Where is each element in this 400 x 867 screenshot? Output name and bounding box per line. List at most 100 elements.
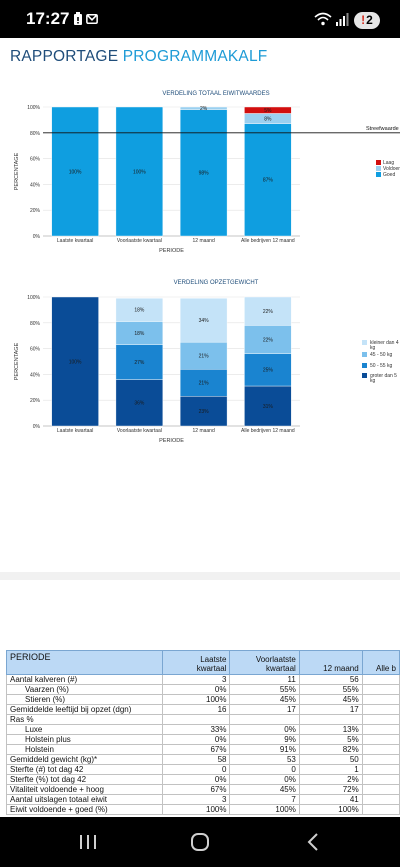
bar-segment [179, 106, 228, 110]
legend-label: Goed [383, 172, 395, 178]
table-header-cell: Alle b [361, 650, 400, 675]
bar-data-label: 100% [133, 169, 146, 175]
table-cell [229, 714, 300, 725]
bar-data-label: 100% [69, 169, 82, 175]
bar-data-label: 8% [264, 116, 272, 122]
table-row: Aantal uitslagen totaal eiwit 3 7 41 [6, 794, 400, 805]
table-cell: 1 [298, 764, 363, 775]
legend-swatch [362, 340, 367, 345]
bar-data-label: 87% [263, 178, 274, 184]
bar-segment [115, 344, 164, 380]
legend-swatch [362, 363, 367, 368]
table-cell: 7 [229, 794, 300, 805]
chart-title: VERDELING OPZETGEWICHT [174, 280, 259, 286]
y-tick-label: 20% [30, 398, 41, 404]
table-cell: 13% [298, 724, 363, 735]
legend-label: Voldoen [383, 166, 400, 172]
bar-segment [51, 106, 99, 237]
table-cell: 41 [298, 794, 363, 805]
legend-label: kg [370, 378, 376, 384]
legend-label: 45 - 50 kg [370, 352, 392, 358]
table-row: Sterfte (#) tot dag 42 0 0 1 [6, 764, 400, 775]
reference-line-label: Streefwaarde [366, 126, 399, 132]
bar-data-label: 5% [264, 108, 272, 114]
x-tick-label: 12 maand [193, 428, 215, 434]
y-tick-label: 20% [30, 208, 41, 214]
bar-segment [179, 109, 228, 237]
notification-badge[interactable]: !2 [354, 12, 380, 29]
row-label: Holstein [6, 744, 163, 755]
table-row: Gemiddelde leeftijd bij opzet (dgn) 16 17 1… [6, 704, 400, 715]
bar-data-label: 34% [199, 318, 210, 324]
table-cell: 0% [161, 774, 231, 785]
table-row: Holstein plus 0% 9% 5% [6, 734, 400, 745]
bar-data-label: 27% [134, 360, 145, 366]
table-cell [361, 744, 400, 755]
y-tick-label: 60% [30, 347, 41, 353]
bar-data-label: 22% [263, 337, 274, 343]
bar-segment [244, 325, 292, 354]
table-row: Vaarzen (%) 0% 55% 55% [6, 684, 400, 695]
bar-segment [244, 106, 292, 114]
page-break [0, 572, 400, 580]
row-label: Stieren (%) [6, 694, 163, 705]
table-cell: 67% [161, 784, 231, 795]
x-tick-label: Voorlaatste kwartaal [117, 428, 162, 434]
bar-segment [244, 123, 292, 237]
table-cell [361, 714, 400, 725]
clock: 17:27 [26, 9, 70, 28]
recent-apps-icon[interactable] [73, 829, 103, 855]
row-label: Sterfte (%) tot dag 42 [6, 774, 163, 785]
table-row: Ras % [6, 714, 400, 725]
table-cell: 45% [229, 784, 300, 795]
x-tick-label: Voorlaatste kwartaal [117, 238, 162, 244]
y-tick-label: 0% [33, 234, 41, 240]
table-cell [361, 724, 400, 735]
page-title-part2: PROGRAMMAKALF [122, 48, 268, 65]
bar-data-label: 36% [134, 401, 145, 407]
y-tick-label: 60% [30, 157, 41, 163]
table-row: Eiwit voldoende + goed (%) 100% 100% 100% [6, 804, 400, 815]
table-header-cell: 12 maand [298, 650, 363, 675]
table-cell: 100% [161, 804, 231, 815]
x-axis-label: PERIODE [159, 248, 184, 254]
bar-data-label: 18% [134, 331, 145, 337]
mail-icon [86, 13, 98, 25]
table-header-row: PERIODE Laatste kwartaal Voorlaatste kwartaa… [6, 650, 400, 675]
y-tick-label: 40% [30, 182, 41, 188]
bar-data-label: 23% [199, 409, 210, 415]
table-cell: 3 [161, 674, 231, 685]
legend-swatch [362, 373, 367, 378]
y-tick-label: 0% [33, 424, 41, 430]
row-label: Gemiddeld gewicht (kg)* [6, 754, 163, 765]
y-axis-label: PERCENTAGE [14, 342, 20, 380]
home-icon[interactable] [185, 829, 215, 855]
bar-segment [115, 106, 164, 237]
navigation-bar [0, 817, 400, 867]
table-cell: 67% [161, 744, 231, 755]
bar-data-label: 21% [199, 353, 210, 359]
table-cell [361, 764, 400, 775]
back-icon[interactable] [298, 829, 328, 855]
x-tick-label: 12 maand [193, 238, 215, 244]
row-label: Luxe [6, 724, 163, 735]
table-cell: 3 [161, 794, 231, 805]
y-tick-label: 40% [30, 372, 41, 378]
table-cell [361, 774, 400, 785]
bar-segment [51, 296, 99, 427]
table-row: Gemiddeld gewicht (kg)* 58 53 50 [6, 754, 400, 765]
table-cell: 0% [161, 684, 231, 695]
y-tick-label: 80% [30, 131, 41, 137]
table-cell: 16 [161, 704, 231, 715]
bar-segment [115, 298, 164, 322]
chart-title: VERDELING TOTAAL EIWITWAARDES [162, 91, 269, 97]
table-cell [361, 754, 400, 765]
table-cell: 0% [229, 724, 300, 735]
signal-icon [336, 13, 349, 26]
table-cell: 72% [298, 784, 363, 795]
legend-swatch [376, 166, 381, 171]
table-row: Holstein 67% 91% 82% [6, 744, 400, 755]
table-cell [361, 704, 400, 715]
table-cell: 33% [161, 724, 231, 735]
legend-label: 50 - 55 kg [370, 363, 392, 369]
